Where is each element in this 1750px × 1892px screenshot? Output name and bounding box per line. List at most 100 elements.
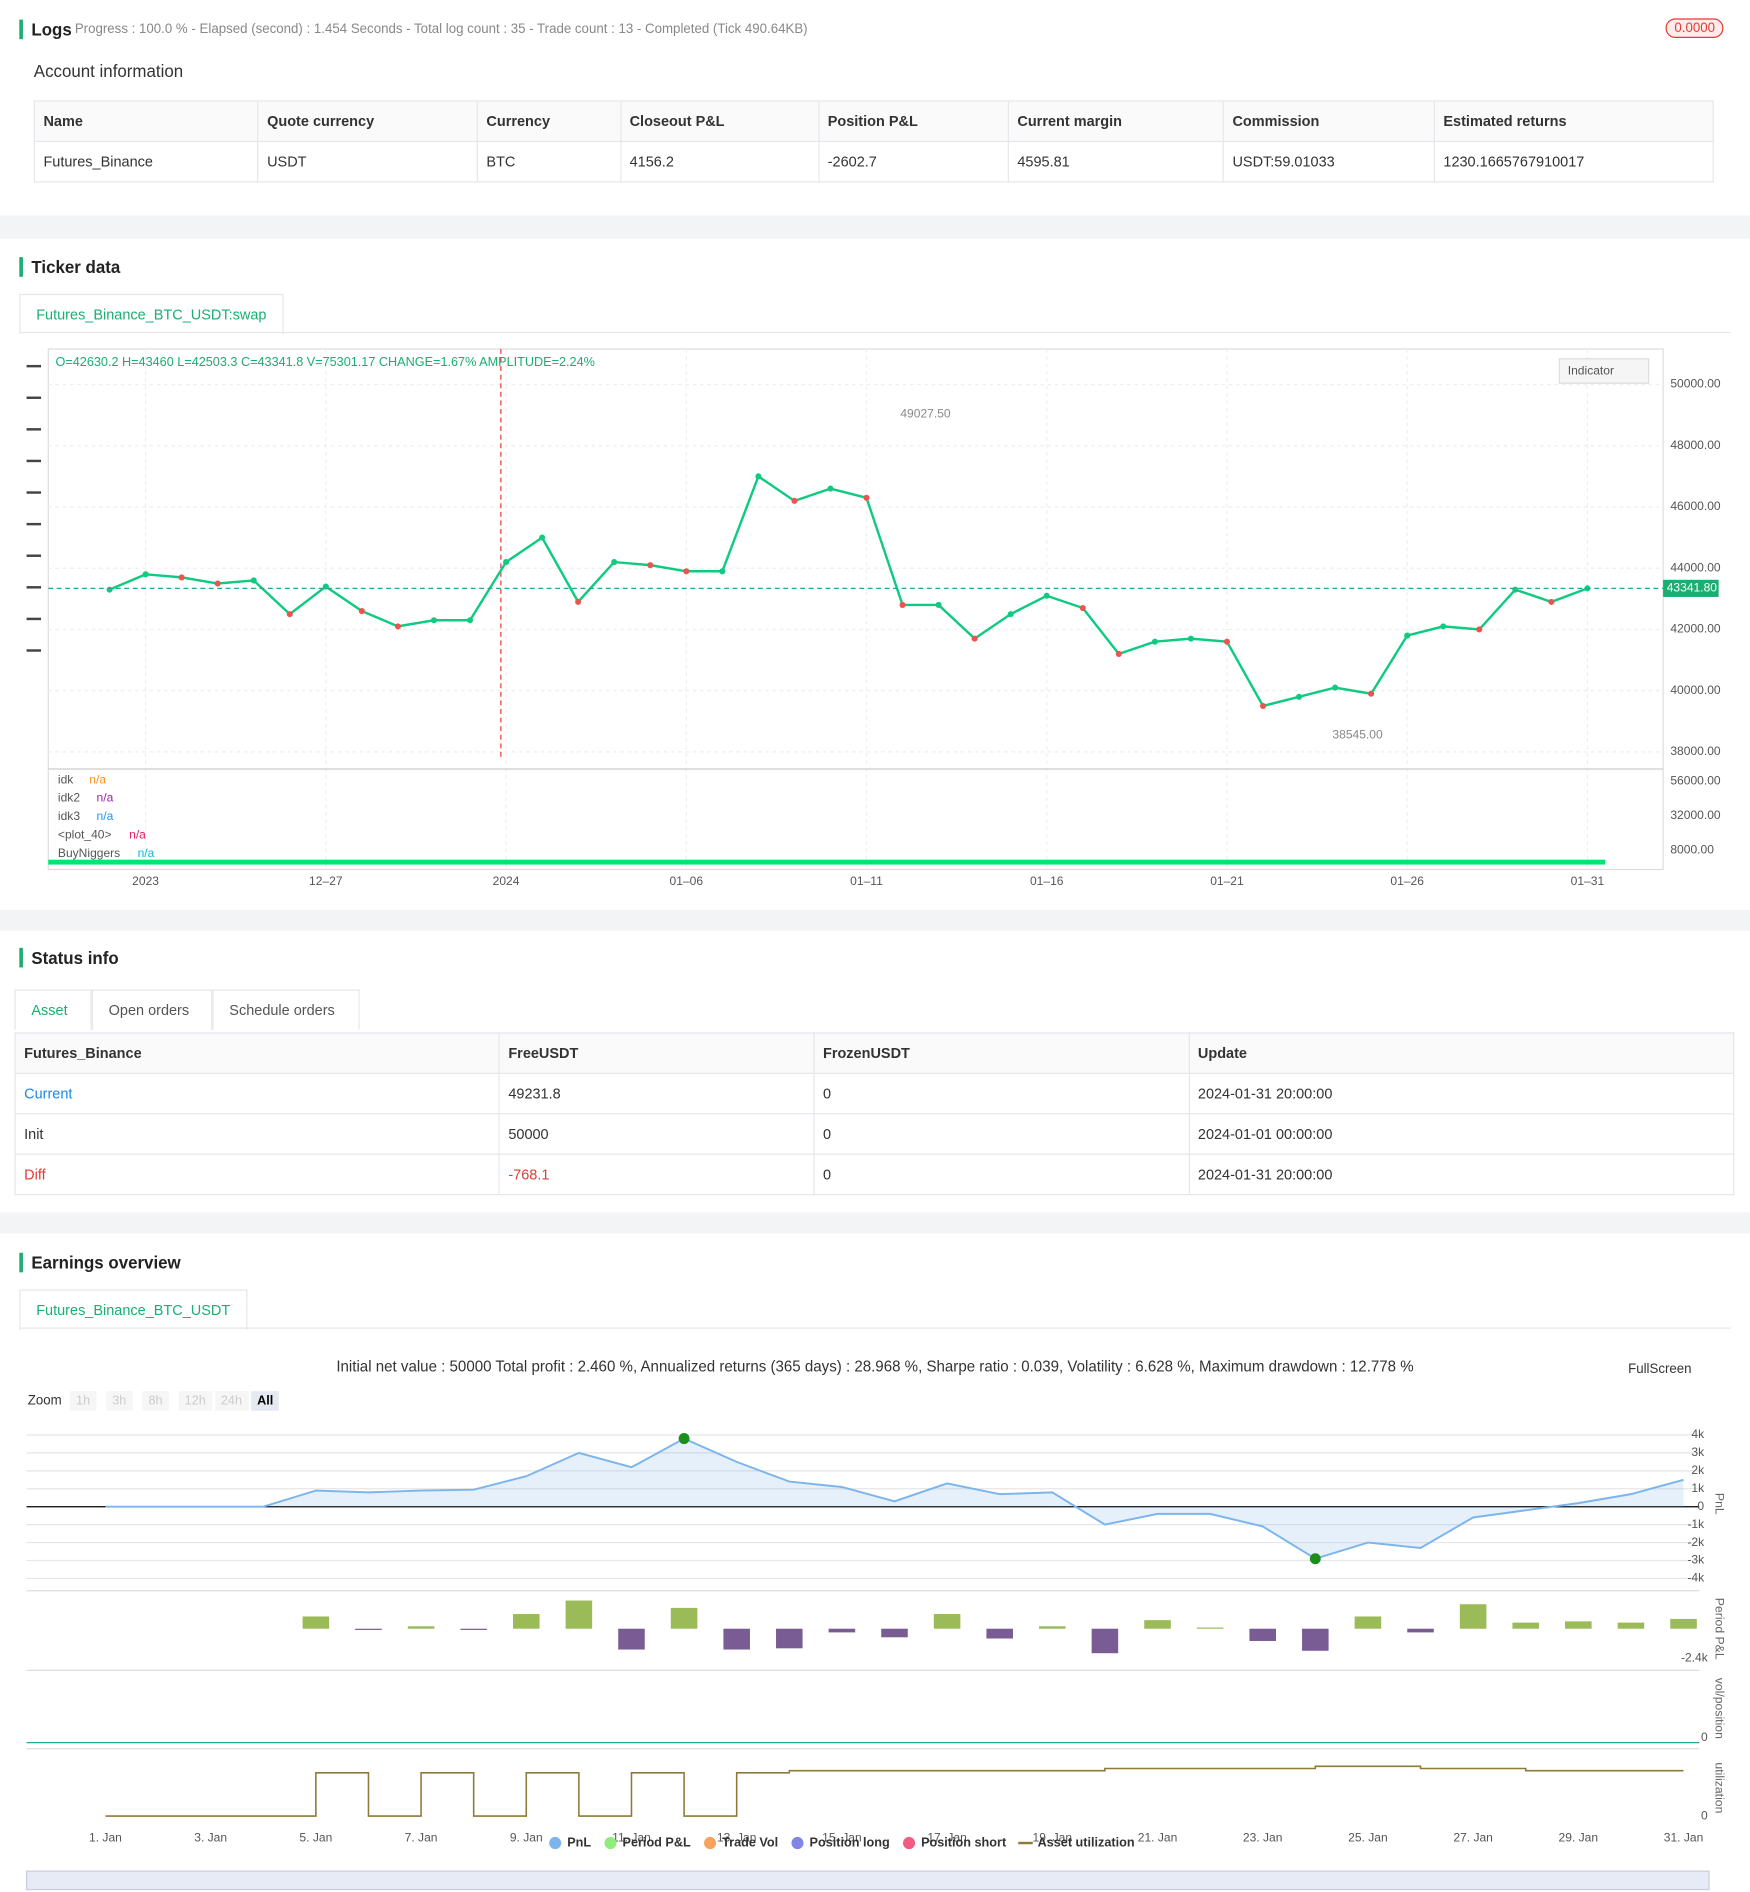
y-tick-label: -4k (1687, 1571, 1705, 1585)
legend-label[interactable]: Asset utilization (1038, 1834, 1135, 1849)
y-tick-label: 38000.00 (1670, 744, 1721, 758)
x-tick-label: 01–26 (1390, 874, 1424, 888)
indicator-value: n/a (138, 846, 155, 860)
tab[interactable]: Futures_Binance_BTC_USDT:swap (19, 293, 284, 335)
tool-icon (26, 396, 42, 399)
price-point (1151, 638, 1158, 645)
tool-icon (26, 428, 42, 431)
indicator-name: BuyNiggers (58, 846, 120, 860)
fullscreen-button[interactable]: FullScreen (1628, 1361, 1692, 1377)
y-tick-label: -2k (1687, 1535, 1705, 1549)
cell: Current (14, 1072, 500, 1115)
tool-icon (26, 617, 42, 621)
period-bar (513, 1614, 540, 1629)
x-tick-label: 19. Jan (1033, 1830, 1073, 1844)
cell: 2024-01-31 20:00:00 (1188, 1153, 1735, 1196)
legend-label[interactable]: Position long (810, 1834, 890, 1849)
cell: BTC (476, 140, 622, 183)
period-bar (986, 1628, 1013, 1639)
tab[interactable]: Futures_Binance_BTC_USDT (19, 1289, 248, 1330)
row: Init 50000 0 2024-01-01 00:00:00 (14, 1113, 1735, 1155)
section-title: Status info (19, 947, 119, 968)
legend-swatch (549, 1836, 562, 1850)
row: Futures_Binance USDT BTC 4156.2 -2602.7 4595.… (33, 140, 1714, 183)
zoom-button[interactable]: 8h (142, 1391, 169, 1411)
header-cell: Name (33, 100, 259, 143)
period-bar (1249, 1628, 1276, 1641)
legend-label[interactable]: PnL (567, 1834, 591, 1849)
utilization-line (105, 1765, 1684, 1817)
last-price-label: 43341.80 (1667, 581, 1718, 595)
tool-icon (26, 491, 42, 494)
price-point (791, 497, 798, 504)
zoom-label: Zoom (27, 1393, 62, 1409)
legend-swatch (791, 1836, 804, 1850)
zoom-button[interactable]: 12h (178, 1391, 212, 1411)
tab[interactable]: Schedule orders (212, 989, 360, 1030)
price-point (142, 571, 149, 578)
period-bar (1039, 1626, 1066, 1629)
indicator-button[interactable]: Indicator (1568, 363, 1614, 377)
badge: 0.0000 (1665, 18, 1724, 38)
x-tick-label: 7. Jan (405, 1830, 438, 1844)
zoom-button[interactable]: All (251, 1391, 280, 1411)
y-tick-label: 44000.00 (1670, 560, 1721, 574)
y-tick-label: 42000.00 (1670, 622, 1721, 636)
price-point (647, 562, 654, 569)
period-bar (1354, 1616, 1382, 1629)
header-cell: Update (1188, 1032, 1735, 1074)
price-point (1296, 693, 1303, 700)
period-bar (828, 1628, 856, 1633)
account-table: Name Quote currency Currency Closeout P&L Po… (33, 100, 1714, 183)
axis-title: PnL (1712, 1493, 1726, 1515)
frame (47, 348, 1664, 871)
cell: 50000 (498, 1113, 815, 1155)
y-tick-label: 1k (1691, 1481, 1705, 1495)
x-tick-label: 21. Jan (1138, 1830, 1178, 1844)
zoom-button[interactable]: 1h (70, 1391, 97, 1411)
header-row: Name Quote currency Currency Closeout P&L Po… (33, 100, 1714, 143)
period-bar (1091, 1628, 1119, 1654)
x-tick-label: 25. Jan (1348, 1830, 1388, 1844)
price-point (1548, 598, 1555, 605)
period-bar (1196, 1627, 1224, 1629)
tab[interactable]: Open orders (91, 989, 213, 1030)
header-cell: FrozenUSDT (813, 1032, 1190, 1074)
tool-icon (26, 459, 42, 463)
y-tick-label: 48000.00 (1670, 438, 1721, 452)
x-tick-label: 15. Jan (822, 1830, 862, 1844)
period-bar (1512, 1622, 1540, 1629)
header-row: Futures_Binance FreeUSDT FrozenUSDT Update (14, 1032, 1735, 1074)
legend-swatch (902, 1836, 916, 1850)
cell: Diff (14, 1153, 500, 1196)
period-bar (723, 1628, 750, 1650)
header-cell: Closeout P&L (619, 100, 820, 143)
x-tick-label: 23. Jan (1243, 1830, 1283, 1844)
cell: -2602.7 (818, 140, 1009, 183)
legend-label[interactable]: Period P&L (623, 1834, 691, 1849)
period-bar (565, 1600, 593, 1629)
legend-swatch (604, 1836, 617, 1850)
price-point (1043, 592, 1050, 599)
legend-label[interactable]: Position short (921, 1834, 1007, 1849)
zoom-button[interactable]: 3h (106, 1391, 133, 1411)
x-tick-label: 01–21 (1210, 874, 1244, 888)
price-point (430, 617, 437, 624)
tool-icon (26, 364, 42, 368)
period-bar (355, 1628, 382, 1630)
indicator-name: idk2 (58, 791, 80, 805)
y2-tick-label: 32000.00 (1670, 808, 1721, 822)
period-bar (1617, 1622, 1645, 1629)
period-bar (776, 1628, 803, 1649)
y-tick-label: -3k (1687, 1553, 1705, 1567)
y-tick-label: -2.4k (1681, 1650, 1709, 1664)
indicator-name: idk3 (58, 809, 80, 823)
legend-label[interactable]: Trade Vol (722, 1834, 778, 1849)
zoom-button[interactable]: 24h (214, 1391, 249, 1411)
tab[interactable]: Asset (14, 989, 92, 1030)
cell: Futures_Binance (33, 140, 259, 183)
price-point (1476, 626, 1483, 633)
asset-table: Futures_Binance FreeUSDT FrozenUSDT Update C… (14, 1032, 1735, 1196)
y-tick-label: 0 (1701, 1730, 1708, 1744)
